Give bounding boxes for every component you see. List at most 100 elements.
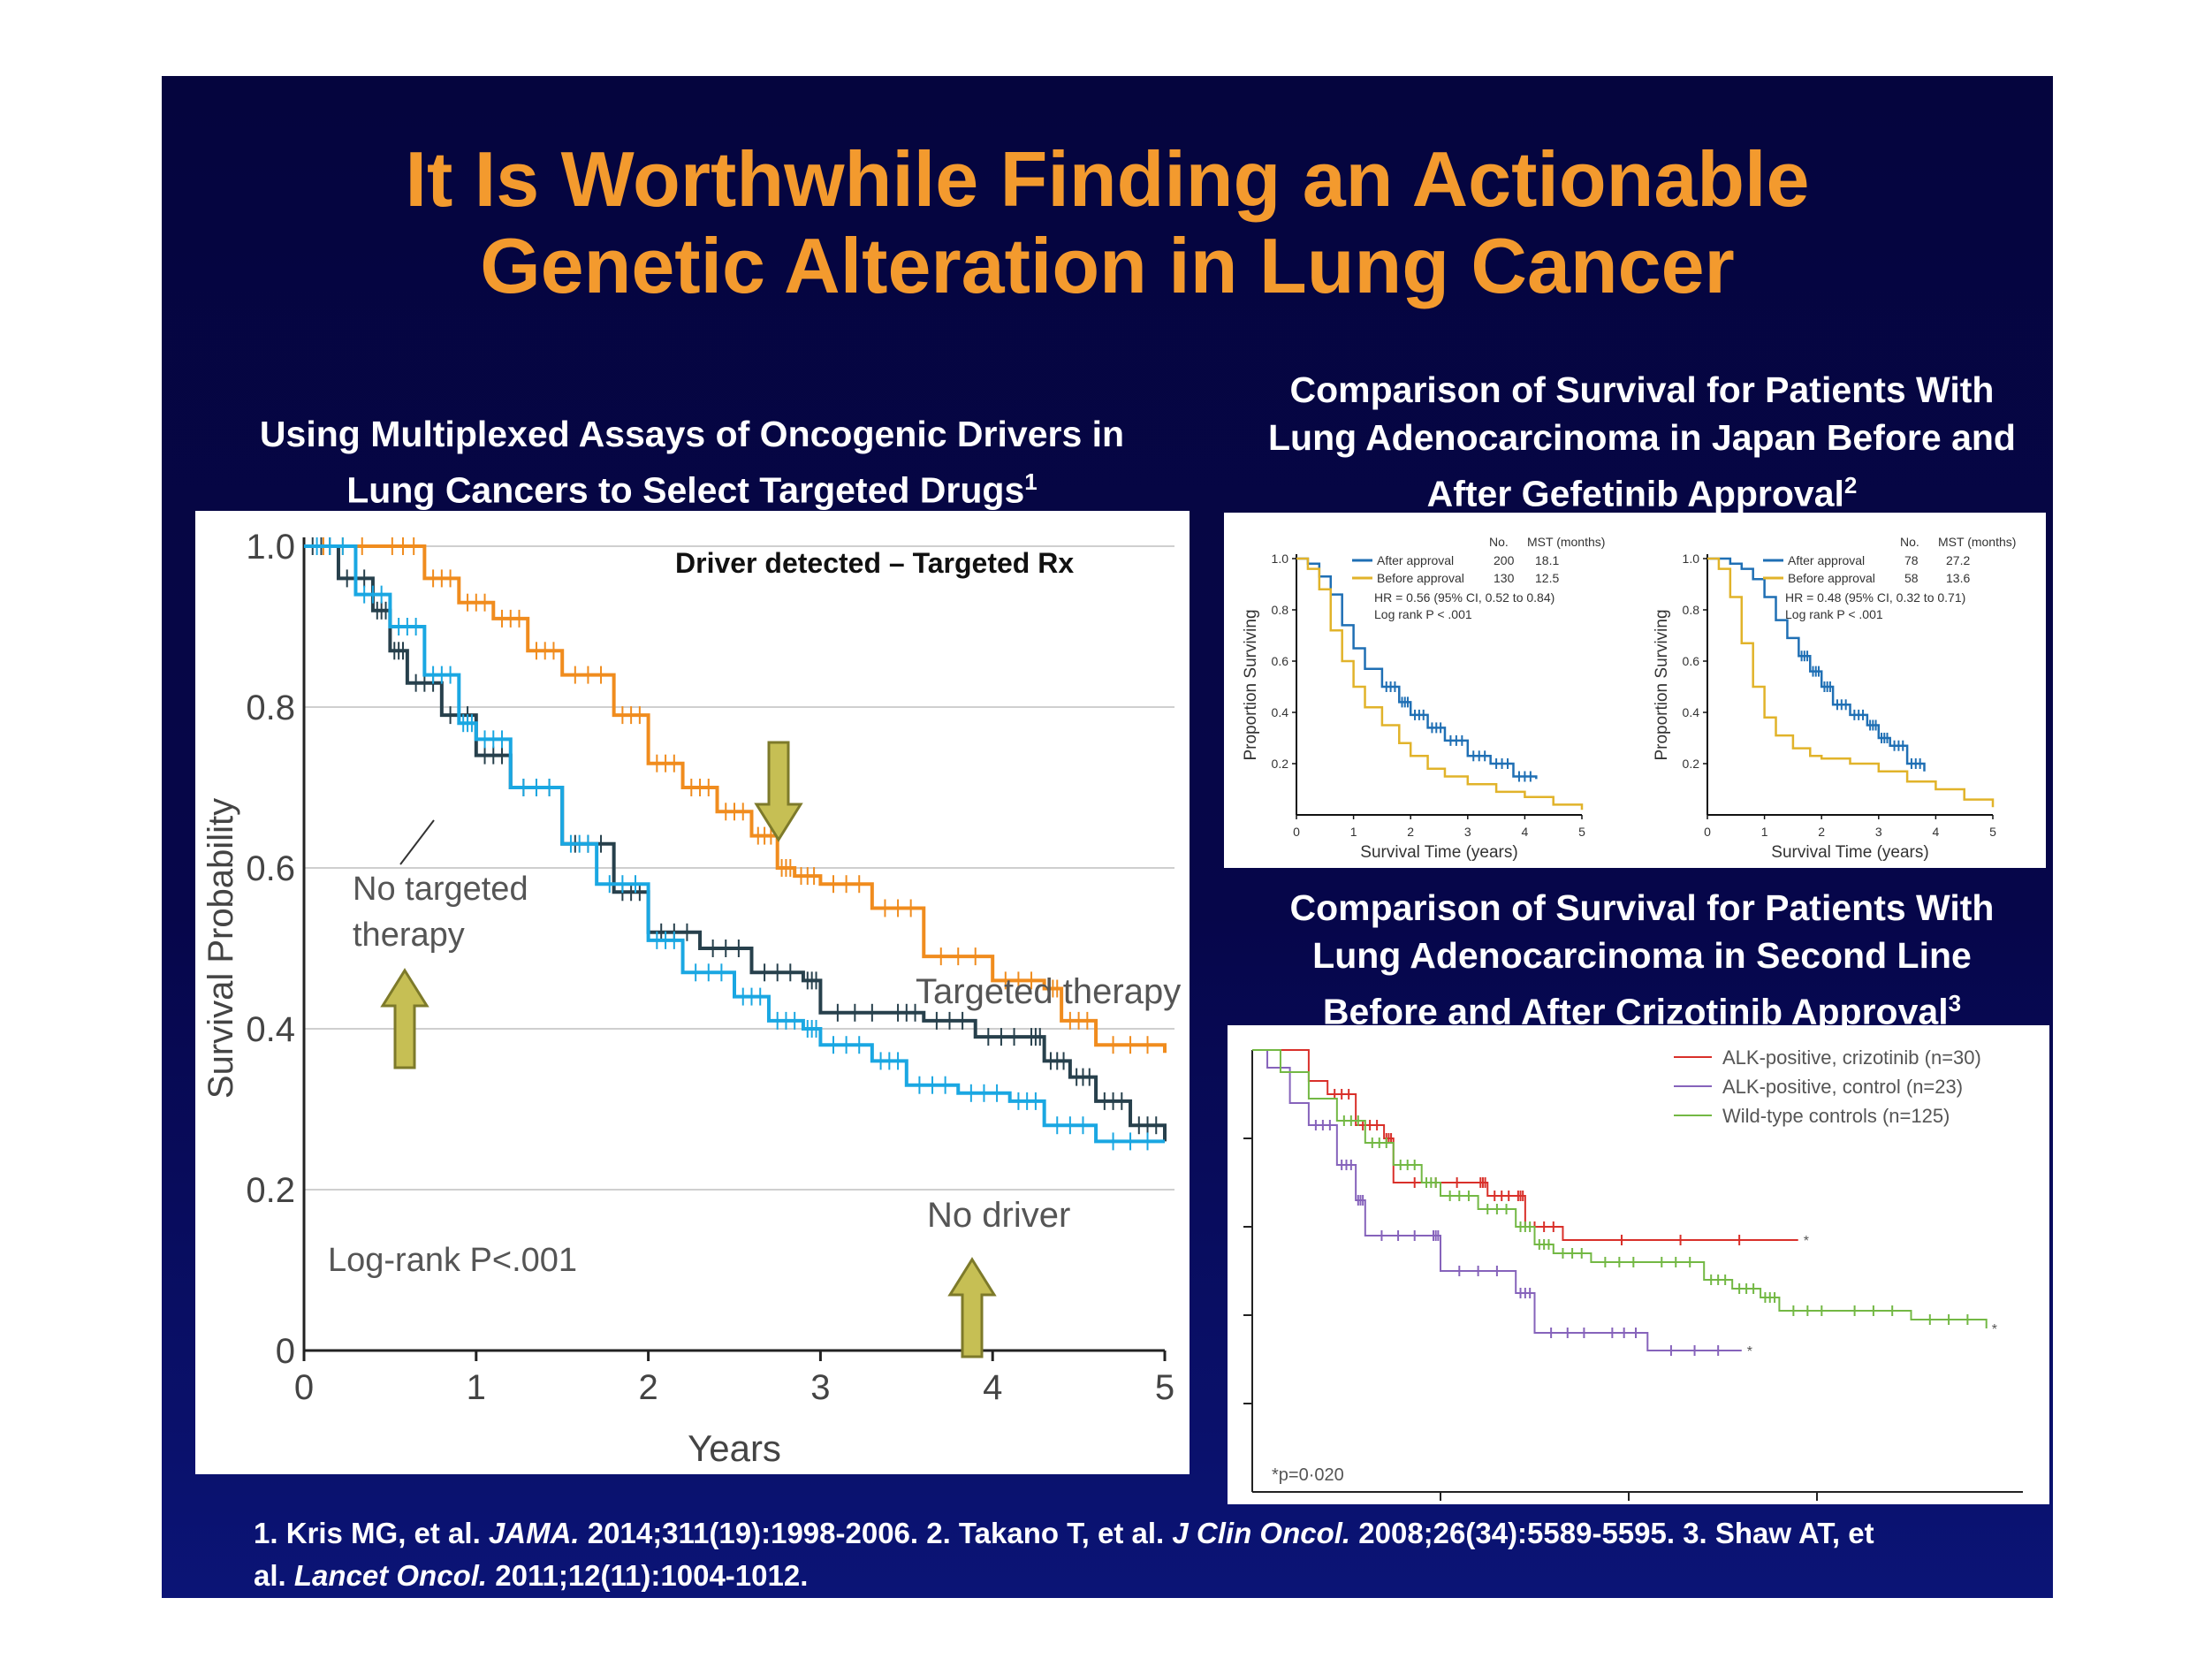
top-right-heading: Comparison of Survival for Patients With… bbox=[1227, 366, 2057, 518]
y-axis-title: Survival Probability bbox=[201, 798, 240, 1099]
y-tick-label: 0.6 bbox=[1272, 654, 1289, 668]
tr-heading-line-1: Comparison of Survival for Patients With bbox=[1289, 369, 1995, 410]
ref-text-3: 2008;26(34):5589-5595. 3. Shaw AT, et bbox=[1350, 1517, 1874, 1549]
legend-n: 130 bbox=[1494, 571, 1515, 585]
y-tick-label: 1.0 bbox=[1272, 552, 1289, 566]
x-tick-label: 3 bbox=[1875, 825, 1882, 839]
survival-chart-targeted-therapy: 0 0.2 0.4 0.6 0.8 1.0 0 1 2 3 4 5 Years Survival Prob… bbox=[201, 528, 1181, 1469]
significance-star: * bbox=[1804, 1234, 1809, 1249]
bottom-right-chart-panel: * * * ALK-positive, crizotinib (n=30) ALK-po… bbox=[1228, 1025, 2049, 1504]
y-tick-label: 1.0 bbox=[246, 528, 295, 567]
y-tick-label: 0.4 bbox=[1683, 705, 1700, 719]
series-line-0 bbox=[1707, 557, 1926, 772]
left-heading-footnote: 1 bbox=[1024, 468, 1038, 495]
y-axis-title: Proportion Surviving bbox=[1242, 609, 1260, 760]
hazard-ratio-text: HR = 0.48 (95% CI, 0.32 to 0.71) bbox=[1785, 590, 1965, 605]
x-tick-label: 4 bbox=[1933, 825, 1940, 839]
legend-label: ALK-positive, crizotinib (n=30) bbox=[1722, 1046, 1981, 1069]
y-tick-label: 0.8 bbox=[1272, 603, 1289, 617]
legend-label: Wild-type controls (n=125) bbox=[1722, 1105, 1950, 1127]
y-tick-label: 0 bbox=[276, 1332, 295, 1371]
left-panel-heading: Using Multiplexed Assays of Oncogenic Dr… bbox=[162, 410, 1222, 514]
ref-journal-2: J Clin Oncol. bbox=[1172, 1517, 1351, 1549]
x-tick-label: 0 bbox=[1704, 825, 1711, 839]
ref-text-1: 1. Kris MG, et al. bbox=[254, 1517, 489, 1549]
y-axis-title: Proportion Surviving bbox=[1653, 609, 1671, 760]
x-axis-title: Years bbox=[688, 1427, 781, 1469]
y-tick-label: 0.8 bbox=[1683, 603, 1700, 617]
x-tick-label: 5 bbox=[1155, 1368, 1174, 1407]
p-value-text: *p=0·020 bbox=[1272, 1465, 1344, 1485]
series-line-1 bbox=[1252, 1049, 1742, 1351]
y-tick-label: 0.2 bbox=[246, 1171, 295, 1210]
x-tick-label: 5 bbox=[1578, 825, 1585, 839]
legend-mst: 27.2 bbox=[1946, 553, 1970, 567]
x-tick-label: 3 bbox=[1464, 825, 1471, 839]
gefitinib-chart-left: 0.2 0.4 0.6 0.8 1.0 0 1 2 3 4 5 Survival Time (year… bbox=[1242, 535, 1605, 862]
bottom-right-heading: Comparison of Survival for Patients With… bbox=[1227, 884, 2057, 1036]
y-tick-label: 1.0 bbox=[1683, 552, 1700, 566]
br-heading-line-2: Lung Adenocarcinoma in Second Line bbox=[1312, 935, 1972, 976]
arrow-up-icon bbox=[947, 1257, 997, 1358]
top-right-chart-panel: 0.2 0.4 0.6 0.8 1.0 0 1 2 3 4 5 Survival Time (year… bbox=[1224, 513, 2046, 868]
legend-label: Before approval bbox=[1788, 571, 1875, 585]
legend-n: 78 bbox=[1904, 553, 1919, 567]
x-tick-label: 1 bbox=[1350, 825, 1357, 839]
tr-heading-line-3: After Gefetinib Approval bbox=[1426, 473, 1844, 514]
legend-mst: 18.1 bbox=[1535, 553, 1559, 567]
references: 1. Kris MG, et al. JAMA. 2014;311(19):19… bbox=[254, 1512, 2021, 1597]
series-label-targeted-therapy: Targeted therapy bbox=[916, 972, 1181, 1011]
x-axis-title: Survival Time (years) bbox=[1360, 843, 1517, 862]
tr-heading-footnote: 2 bbox=[1843, 472, 1858, 498]
series-line-2 bbox=[304, 544, 1165, 1144]
series-line-0 bbox=[1252, 1049, 1798, 1241]
annotation-log-rank: Log-rank P<.001 bbox=[328, 1242, 577, 1279]
y-tick-label: 0.6 bbox=[1683, 654, 1700, 668]
series-line-0 bbox=[304, 544, 1167, 1054]
arrow-up-icon bbox=[380, 968, 429, 1069]
annotation-therapy: therapy bbox=[353, 917, 465, 954]
y-tick-label: 0.8 bbox=[246, 689, 295, 727]
gefitinib-chart-right: 0.2 0.4 0.6 0.8 1.0 0 1 2 3 4 5 Survival Time (year… bbox=[1653, 535, 2016, 862]
series-line-0 bbox=[1296, 557, 1538, 780]
ref-text-2: 2014;311(19):1998-2006. 2. Takano T, et … bbox=[579, 1517, 1173, 1549]
series-line-1 bbox=[1707, 557, 1995, 808]
x-tick-label: 3 bbox=[810, 1368, 830, 1407]
legend-header-mst: MST (months) bbox=[1527, 535, 1605, 549]
x-tick-label: 4 bbox=[983, 1368, 1002, 1407]
left-heading-line-2: Lung Cancers to Select Targeted Drugs bbox=[346, 469, 1025, 511]
x-tick-label: 0 bbox=[1293, 825, 1300, 839]
legend-label: ALK-positive, control (n=23) bbox=[1722, 1076, 1963, 1098]
significance-star: * bbox=[1992, 1322, 1997, 1337]
series-label-no-driver: No driver bbox=[927, 1196, 1070, 1235]
series-line-1 bbox=[304, 544, 1167, 1142]
x-axis-title: Survival Time (years) bbox=[1771, 843, 1928, 862]
ref-text-5: 2011;12(11):1004-1012. bbox=[487, 1559, 809, 1592]
hazard-ratio-text: HR = 0.56 (95% CI, 0.52 to 0.84) bbox=[1374, 590, 1554, 605]
y-tick-label: 0.2 bbox=[1272, 757, 1289, 771]
x-tick-label: 1 bbox=[1761, 825, 1768, 839]
x-tick-label: 4 bbox=[1522, 825, 1529, 839]
ref-journal-3: Lancet Oncol. bbox=[293, 1559, 488, 1592]
x-tick-label: 0 bbox=[294, 1368, 314, 1407]
legend-n: 200 bbox=[1494, 553, 1515, 567]
slide-title: It Is Worthwhile Finding an Actionable G… bbox=[162, 136, 2053, 309]
series-line-2 bbox=[1252, 1049, 1988, 1328]
tr-heading-line-2: Lung Adenocarcinoma in Japan Before and bbox=[1268, 417, 2016, 458]
legend-label: Before approval bbox=[1377, 571, 1464, 585]
legend-header-no: No. bbox=[1489, 535, 1509, 549]
legend-label: After approval bbox=[1377, 553, 1454, 567]
br-heading-line-1: Comparison of Survival for Patients With bbox=[1289, 887, 1995, 928]
left-chart-panel: 0 0.2 0.4 0.6 0.8 1.0 0 1 2 3 4 5 Years Survival Prob… bbox=[195, 511, 1190, 1474]
x-tick-label: 2 bbox=[638, 1368, 658, 1407]
arrow-down-icon bbox=[754, 741, 803, 842]
legend-label: After approval bbox=[1788, 553, 1865, 567]
x-tick-label: 2 bbox=[1818, 825, 1825, 839]
x-tick-label: 5 bbox=[1989, 825, 1996, 839]
annotation-pointer bbox=[399, 819, 435, 865]
ref-text-4: al. bbox=[254, 1559, 294, 1592]
significance-star: * bbox=[1747, 1344, 1752, 1359]
left-heading-line-1: Using Multiplexed Assays of Oncogenic Dr… bbox=[259, 414, 1125, 454]
legend-mst: 12.5 bbox=[1535, 571, 1559, 585]
title-line-1: It Is Worthwhile Finding an Actionable bbox=[405, 135, 1810, 223]
